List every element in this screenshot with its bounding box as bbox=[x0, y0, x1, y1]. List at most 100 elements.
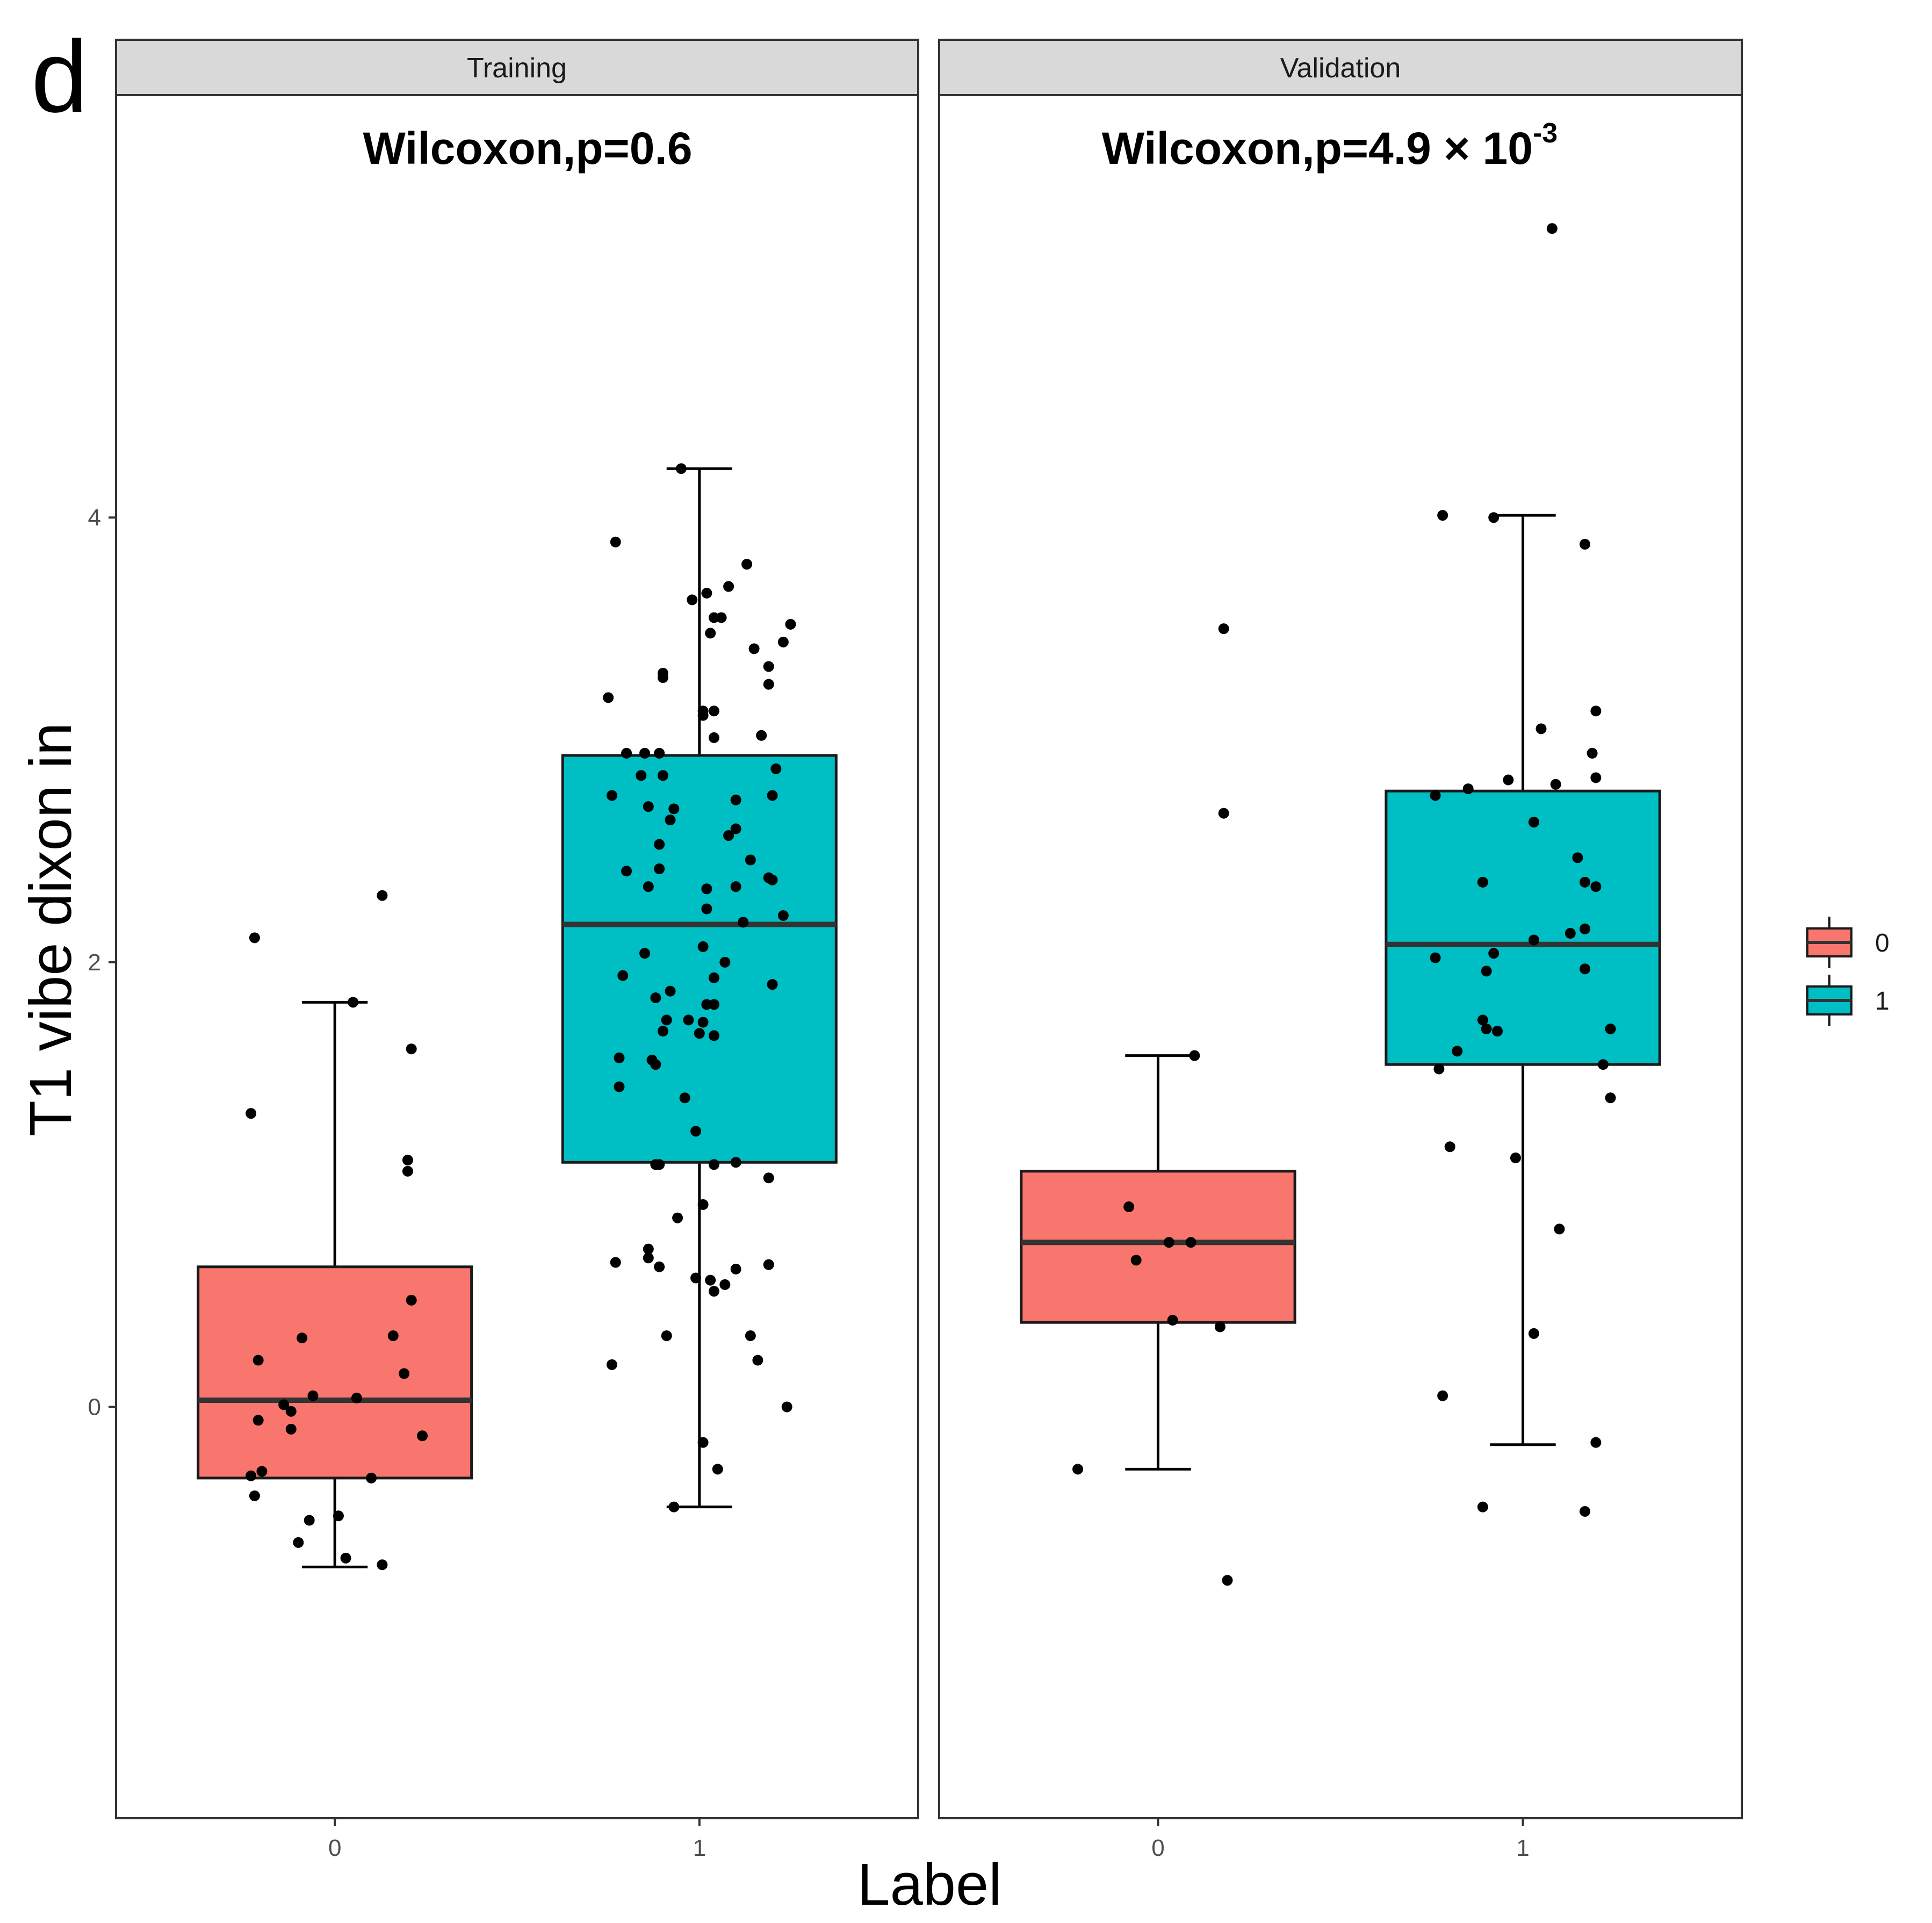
data-point bbox=[1477, 876, 1488, 888]
data-point bbox=[730, 1157, 741, 1168]
data-point bbox=[417, 1430, 428, 1442]
legend-label: 1 bbox=[1875, 987, 1890, 1015]
y-axis: 0 2 4 bbox=[88, 505, 116, 1420]
data-point bbox=[763, 1172, 774, 1184]
data-point bbox=[661, 1330, 672, 1342]
data-point bbox=[1430, 952, 1441, 963]
data-point bbox=[1218, 808, 1229, 819]
data-point bbox=[249, 1490, 260, 1501]
data-point bbox=[1579, 923, 1590, 934]
data-point bbox=[643, 801, 654, 812]
data-point bbox=[708, 705, 719, 717]
data-point bbox=[654, 1159, 665, 1170]
data-point bbox=[639, 747, 651, 759]
data-point bbox=[1590, 1437, 1602, 1448]
data-point bbox=[730, 881, 741, 892]
facet-validation: Validation Wilcoxon,p=4.9 × 10-3 bbox=[938, 39, 1743, 1819]
data-point bbox=[770, 763, 782, 774]
data-point bbox=[617, 970, 629, 981]
data-point bbox=[387, 1330, 399, 1342]
data-point bbox=[249, 932, 260, 944]
data-point bbox=[697, 1017, 709, 1028]
data-point bbox=[701, 883, 712, 895]
box-iqr bbox=[197, 1265, 473, 1480]
data-point bbox=[752, 1355, 763, 1366]
data-point bbox=[1587, 747, 1598, 759]
legend-label: 0 bbox=[1875, 929, 1890, 957]
x-tick-label: 0 bbox=[328, 1835, 341, 1861]
data-point bbox=[614, 1081, 625, 1092]
data-point bbox=[1590, 705, 1602, 717]
data-point bbox=[683, 1014, 694, 1026]
y-axis-title: T1 vibe dixon in bbox=[18, 723, 84, 1136]
data-point bbox=[781, 1401, 792, 1413]
data-point bbox=[756, 730, 767, 741]
legend-item-0: 0 bbox=[1806, 917, 1890, 968]
data-point bbox=[650, 992, 661, 1004]
data-point bbox=[690, 1126, 702, 1137]
data-point bbox=[708, 732, 719, 743]
point-layer bbox=[246, 463, 796, 1571]
data-point bbox=[687, 594, 698, 606]
data-point bbox=[614, 1052, 625, 1063]
strip-background bbox=[115, 39, 919, 96]
data-point bbox=[661, 1014, 672, 1026]
y-tick-label: 0 bbox=[88, 1394, 101, 1420]
legend: 01 bbox=[1806, 917, 1890, 1026]
box-iqr bbox=[561, 754, 838, 1164]
data-point bbox=[745, 1330, 756, 1342]
data-point bbox=[763, 679, 774, 690]
data-point bbox=[767, 874, 778, 885]
data-point bbox=[304, 1515, 315, 1526]
data-point bbox=[657, 1026, 668, 1037]
point-layer bbox=[1072, 223, 1616, 1586]
data-point bbox=[690, 1272, 702, 1284]
data-point bbox=[1452, 1046, 1463, 1057]
data-point bbox=[1477, 1014, 1488, 1026]
data-point bbox=[1528, 934, 1539, 946]
data-point bbox=[1167, 1315, 1178, 1326]
data-point bbox=[1444, 1141, 1455, 1153]
data-point bbox=[657, 672, 668, 683]
data-point bbox=[606, 1359, 617, 1370]
data-point bbox=[665, 985, 676, 997]
data-point bbox=[705, 1274, 716, 1286]
strip-label: Training bbox=[467, 53, 567, 84]
data-point bbox=[1218, 623, 1229, 635]
strip-label: Validation bbox=[1280, 53, 1401, 84]
data-point bbox=[1579, 538, 1590, 550]
data-point bbox=[1572, 852, 1583, 863]
data-point bbox=[1550, 779, 1561, 790]
data-point bbox=[668, 1501, 680, 1513]
data-point bbox=[1477, 1501, 1488, 1513]
data-point bbox=[777, 636, 789, 647]
data-point bbox=[1546, 223, 1558, 234]
data-point bbox=[716, 612, 727, 623]
data-point bbox=[668, 803, 680, 815]
data-point bbox=[730, 823, 741, 834]
data-point bbox=[333, 1510, 344, 1522]
data-point bbox=[1222, 1575, 1233, 1586]
data-point bbox=[697, 1437, 709, 1448]
panel-letter: d bbox=[31, 20, 88, 134]
data-point bbox=[253, 1415, 264, 1426]
data-point bbox=[636, 770, 647, 781]
data-point bbox=[694, 1028, 705, 1039]
box-group-0 bbox=[197, 1000, 473, 1568]
data-point bbox=[1597, 1059, 1609, 1070]
facet-training: Training Wilcoxon,p=0.6 bbox=[115, 39, 919, 1819]
data-point bbox=[708, 972, 719, 983]
data-point bbox=[1590, 881, 1602, 892]
data-point bbox=[297, 1333, 308, 1344]
data-point bbox=[351, 1392, 362, 1403]
data-point bbox=[730, 1263, 741, 1274]
data-point bbox=[1163, 1237, 1174, 1248]
data-point bbox=[399, 1368, 410, 1379]
data-point bbox=[654, 1261, 665, 1272]
data-point bbox=[665, 815, 676, 826]
data-point bbox=[643, 881, 654, 892]
data-point bbox=[610, 1257, 621, 1268]
data-point bbox=[1481, 966, 1492, 977]
x-axis-title: Label bbox=[857, 1852, 1001, 1918]
